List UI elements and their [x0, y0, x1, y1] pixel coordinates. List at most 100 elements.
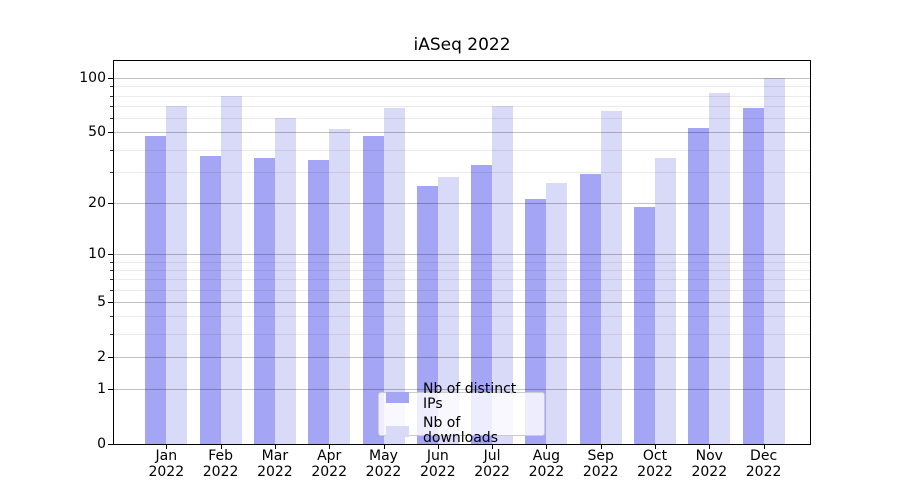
bar-distinct-ips-may [362, 135, 384, 444]
gridline-minor-7 [114, 279, 810, 281]
x-tick-label-year: 2022 [745, 464, 782, 480]
gridline-minor-40 [114, 149, 810, 151]
bar-downloads-sep [600, 110, 622, 444]
x-tick-label-month: May [369, 448, 398, 464]
bar-downloads-aug [546, 182, 568, 444]
gridline-major-100 [114, 78, 810, 80]
x-tick-label-month: Jun [426, 448, 449, 464]
x-tick-sep [600, 444, 602, 449]
x-tick-label-month: Aug [532, 448, 561, 464]
x-tick-feb [220, 444, 222, 449]
x-tick-label-year: 2022 [474, 464, 510, 480]
legend-label-downloads: Nb of downloads [423, 415, 498, 446]
x-tick-label-oct: Oct 2022 [623, 448, 687, 480]
x-tick-label-year: 2022 [365, 464, 402, 480]
x-tick-label-year: 2022 [691, 464, 728, 480]
y-minor-tick-8 [110, 269, 113, 271]
x-tick-jul [492, 444, 494, 449]
x-tick-label-aug: Aug 2022 [514, 448, 578, 480]
legend: Nb of distinct IPs Nb of downloads [378, 382, 545, 446]
x-tick-label-nov: Nov 2022 [677, 448, 741, 480]
y-tick-label-100: 100 [79, 70, 106, 87]
y-tick-10 [108, 253, 113, 255]
y-minor-tick-4 [110, 316, 113, 318]
x-tick-label-may: May 2022 [352, 448, 416, 480]
y-tick-label-5: 5 [97, 293, 106, 310]
y-tick-label-20: 20 [88, 194, 106, 211]
x-tick-label-month: Oct [642, 448, 668, 464]
x-tick-label-month: Apr [317, 448, 342, 464]
gridline-major-1 [114, 389, 810, 391]
x-tick-apr [329, 444, 331, 449]
bar-distinct-ips-apr [308, 159, 330, 444]
gridline-major-5 [114, 301, 810, 303]
gridline-minor-8 [114, 269, 810, 271]
gridline-minor-60 [114, 118, 810, 120]
bar-distinct-ips-feb [199, 155, 221, 444]
x-tick-oct [655, 444, 656, 449]
y-tick-50 [108, 132, 113, 134]
x-tick-label-mar: Mar 2022 [243, 448, 307, 480]
x-tick-mar [274, 444, 276, 449]
x-tick-label-month: Sep [587, 448, 614, 464]
legend-swatch-distinct-ips [386, 391, 409, 403]
y-minor-tick-3 [110, 334, 113, 336]
bar-downloads-apr [329, 129, 351, 444]
y-tick-label-10: 10 [88, 245, 106, 262]
y-tick-label-2: 2 [97, 348, 106, 365]
y-tick-0 [108, 444, 113, 445]
gridline-minor-30 [114, 171, 810, 173]
gridline-major-20 [114, 202, 810, 204]
legend-entry-distinct-ips: Nb of distinct IPs [386, 382, 537, 412]
bar-distinct-ips-sep [579, 174, 601, 444]
x-tick-label-month: Jan [155, 448, 178, 464]
bar-distinct-ips-jan [145, 135, 167, 444]
y-minor-tick-40 [110, 149, 113, 151]
y-minor-tick-7 [110, 279, 113, 281]
y-tick-2 [108, 356, 113, 358]
y-tick-1 [108, 389, 113, 391]
x-tick-label-month: Feb [208, 448, 233, 464]
y-tick-5 [108, 301, 113, 303]
bar-downloads-may [383, 108, 405, 444]
gridline-minor-3 [114, 334, 810, 336]
bar-downloads-dec [763, 78, 785, 444]
gridline-major-2 [114, 356, 810, 358]
gridline-minor-4 [114, 316, 810, 318]
legend-swatch-downloads [386, 425, 409, 437]
x-tick-label-year: 2022 [582, 464, 619, 480]
x-tick-label-month: Nov [695, 448, 723, 464]
bar-distinct-ips-oct [634, 206, 655, 444]
x-tick-label-month: Dec [750, 448, 778, 464]
x-tick-label-year: 2022 [637, 464, 673, 480]
x-tick-label-year: 2022 [419, 464, 456, 480]
y-tick-label-0: 0 [97, 436, 106, 452]
legend-entry-downloads: Nb of downloads [386, 416, 537, 446]
x-tick-label-jul: Jul 2022 [460, 448, 524, 480]
bar-downloads-jan [166, 106, 188, 444]
bar-downloads-oct [655, 157, 676, 444]
x-tick-jun [437, 444, 439, 449]
x-tick-label-sep: Sep 2022 [569, 448, 633, 480]
x-tick-label-year: 2022 [311, 464, 347, 480]
gridline-major-50 [114, 132, 810, 134]
legend-label-distinct-ips: Nb of distinct IPs [423, 381, 517, 412]
bar-distinct-ips-mar [253, 157, 275, 444]
x-tick-label-year: 2022 [528, 464, 565, 480]
x-tick-label-year: 2022 [257, 464, 293, 480]
x-tick-label-jan: Jan 2022 [134, 448, 198, 480]
x-tick-nov [709, 444, 711, 449]
x-tick-may [383, 444, 385, 449]
bar-downloads-mar [274, 118, 296, 444]
bar-distinct-ips-jun [416, 185, 438, 444]
gridline-minor-6 [114, 289, 810, 291]
gridline-minor-9 [114, 261, 810, 263]
x-tick-label-month: Mar [261, 448, 289, 464]
gridline-minor-70 [114, 106, 810, 108]
y-minor-tick-70 [110, 106, 113, 108]
x-tick-jan [166, 444, 168, 449]
gridline-major-10 [114, 253, 810, 255]
gridline-minor-80 [114, 95, 810, 97]
y-minor-tick-9 [110, 261, 113, 263]
